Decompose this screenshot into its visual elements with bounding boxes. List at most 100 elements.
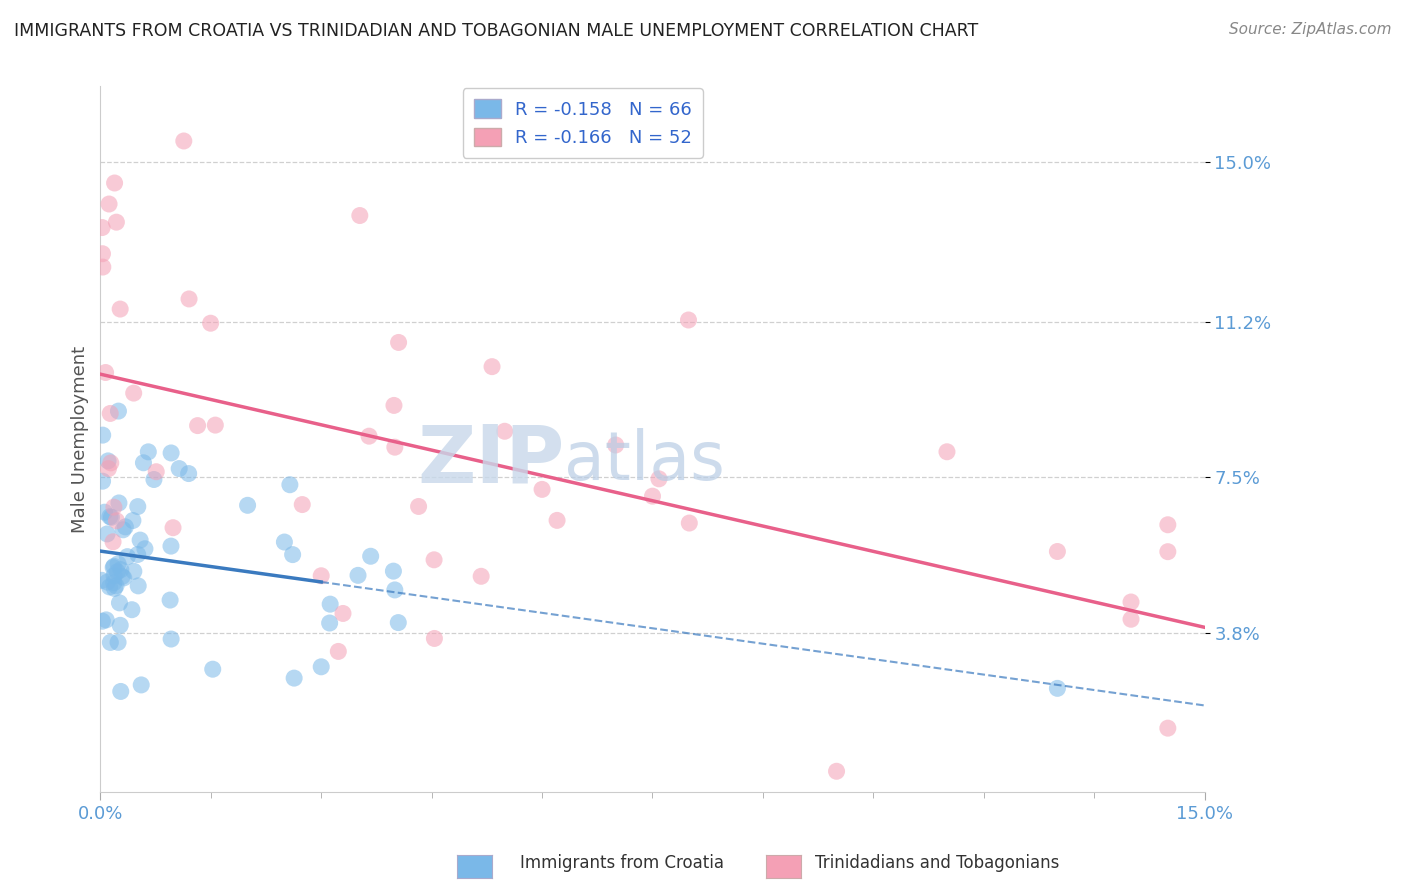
Point	[98, 509, 121, 524]
Point	[641, 489, 664, 503]
Point	[177, 467, 200, 481]
Text: IMMIGRANTS FROM CROATIA VS TRINIDADIAN AND TOBAGONIAN MALE UNEMPLOYMENT CORRELAT: IMMIGRANTS FROM CROATIA VS TRINIDADIAN A…	[14, 22, 979, 40]
Text: ZIP: ZIP	[418, 422, 564, 500]
Point	[160, 539, 183, 553]
Point	[278, 477, 301, 491]
Point	[384, 582, 406, 597]
Point	[103, 559, 125, 574]
Point	[291, 498, 314, 512]
Point	[1157, 721, 1180, 735]
Point	[387, 335, 409, 350]
Point	[134, 541, 156, 556]
Point	[100, 510, 122, 524]
Point	[159, 593, 181, 607]
Point	[494, 424, 516, 438]
Point	[114, 520, 136, 534]
Point	[129, 533, 152, 547]
Point	[187, 418, 209, 433]
Point	[423, 632, 446, 646]
Point	[112, 523, 135, 537]
Point	[110, 563, 132, 577]
Point	[105, 565, 128, 579]
Point	[384, 440, 406, 454]
Point	[93, 505, 115, 519]
Point	[283, 671, 305, 685]
Point	[200, 316, 222, 330]
Point	[98, 580, 121, 594]
Point	[127, 500, 149, 514]
Point	[145, 465, 167, 479]
Point	[103, 500, 125, 515]
Point	[177, 292, 200, 306]
Point	[122, 564, 145, 578]
Point	[90, 574, 112, 588]
Point	[103, 568, 125, 582]
Point	[1119, 595, 1142, 609]
Point	[132, 456, 155, 470]
Point	[110, 618, 132, 632]
Point	[97, 461, 120, 475]
Point	[309, 660, 332, 674]
Point	[160, 632, 183, 646]
Point	[142, 473, 165, 487]
Point	[105, 215, 128, 229]
Point	[127, 579, 149, 593]
Point	[117, 549, 139, 564]
Point	[96, 527, 118, 541]
Point	[110, 684, 132, 698]
Point	[91, 220, 114, 235]
Text: Source: ZipAtlas.com: Source: ZipAtlas.com	[1229, 22, 1392, 37]
Point	[347, 568, 370, 582]
Text: Immigrants from Croatia: Immigrants from Croatia	[520, 855, 724, 872]
Point	[481, 359, 503, 374]
Point	[1157, 517, 1180, 532]
Point	[546, 513, 568, 527]
Point	[107, 635, 129, 649]
Point	[173, 134, 195, 148]
Point	[108, 596, 131, 610]
Point	[408, 500, 430, 514]
Point	[91, 428, 114, 442]
Point	[103, 582, 125, 596]
Point	[94, 366, 117, 380]
Point	[678, 313, 700, 327]
Point	[167, 461, 190, 475]
Point	[1157, 544, 1180, 558]
Point	[105, 514, 128, 528]
Point	[936, 444, 959, 458]
Point	[162, 521, 184, 535]
Point	[328, 644, 350, 658]
Point	[96, 575, 118, 590]
Point	[1046, 544, 1069, 558]
Point	[201, 662, 224, 676]
Point	[605, 438, 627, 452]
Point	[309, 568, 332, 582]
Point	[136, 445, 159, 459]
Point	[97, 454, 120, 468]
Point	[91, 260, 114, 274]
Point	[382, 399, 405, 413]
Point	[96, 613, 118, 627]
Point	[98, 407, 121, 421]
Point	[825, 764, 848, 779]
Point	[160, 446, 183, 460]
Point	[273, 535, 295, 549]
Point	[107, 557, 129, 571]
Text: atlas: atlas	[564, 427, 725, 493]
Point	[531, 483, 554, 497]
Point	[319, 597, 342, 611]
Point	[318, 615, 340, 630]
Point	[98, 197, 121, 211]
Point	[281, 548, 304, 562]
Point	[98, 635, 121, 649]
Point	[204, 418, 226, 433]
Point	[129, 678, 152, 692]
Point	[108, 496, 131, 510]
Point	[387, 615, 409, 630]
Legend: R = -0.158   N = 66, R = -0.166   N = 52: R = -0.158 N = 66, R = -0.166 N = 52	[463, 88, 703, 158]
Point	[423, 553, 446, 567]
Point	[101, 560, 124, 574]
Point	[357, 429, 380, 443]
Point	[108, 301, 131, 316]
Point	[121, 603, 143, 617]
